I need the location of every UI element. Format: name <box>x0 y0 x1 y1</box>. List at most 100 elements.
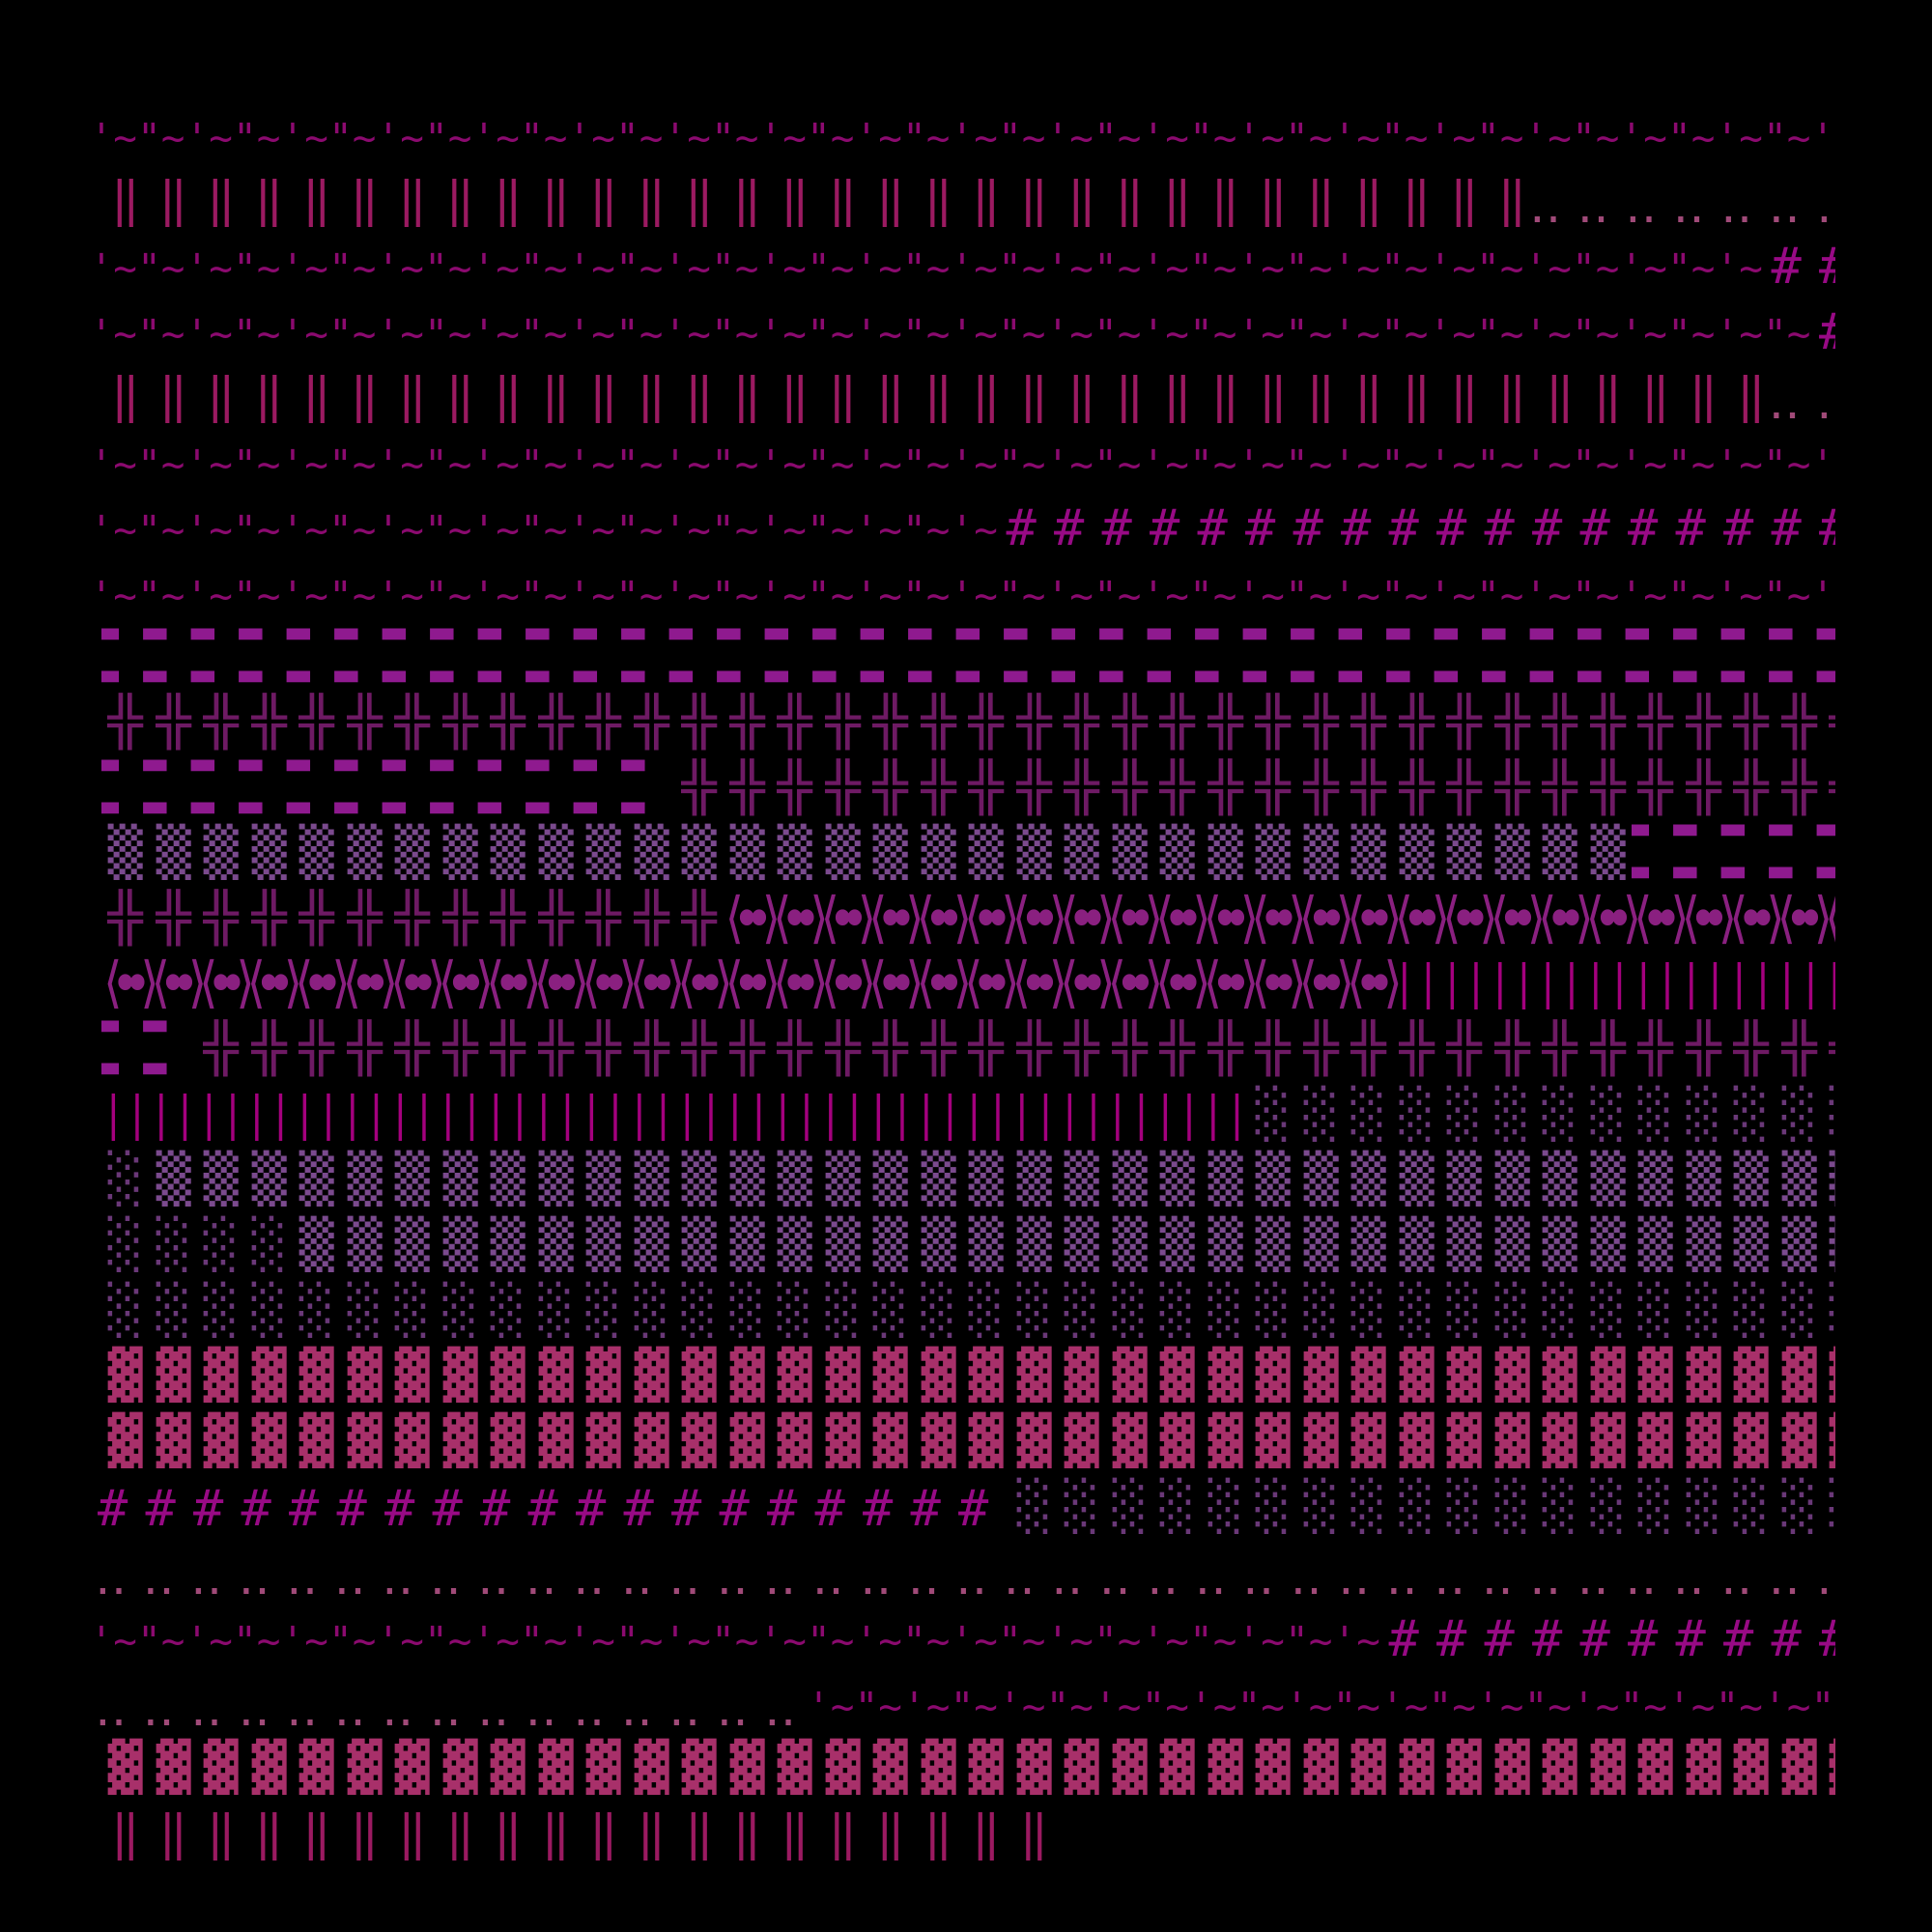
dark-shade-glyph: ▓ <box>341 1735 389 1801</box>
quote-tilde-glyph: '~ <box>951 232 1010 298</box>
quote-tilde-char: "~ <box>520 506 568 554</box>
light-shade-glyph: ░ <box>580 1278 628 1344</box>
light-shade-glyph: ░ <box>532 1278 581 1344</box>
quote-tilde-glyph: "~ <box>807 101 867 167</box>
medium-shade-char: ▒ <box>394 824 430 881</box>
quote-tilde-glyph: '~ <box>1524 428 1584 494</box>
black-rectangle-glyph: ▬ <box>669 624 724 690</box>
quote-tilde-glyph: '~ <box>1811 101 1835 167</box>
double-cross-glyph: ╬ <box>771 755 819 821</box>
hash-run: ## <box>1772 232 1836 298</box>
double-vertical-bar-glyph: ‖ <box>771 167 819 233</box>
vertical-bars-glyph: || <box>293 1082 341 1148</box>
angle-bracket-dots-glyph: ⟨∙∙⟩ <box>1199 885 1264 952</box>
quote-tilde-glyph: "~ <box>1094 101 1154 167</box>
medium-shade-char: ▒ <box>156 824 191 881</box>
angle-bracket-dots-glyph: ⟨∙∙⟩ <box>99 951 164 1016</box>
quote-tilde-glyph: '~ <box>97 428 150 494</box>
dark-shade-glyph: ▓ <box>675 1735 724 1801</box>
quote-tilde-char: "~ <box>233 441 281 489</box>
dark-shade-glyph: ▓ <box>101 1735 150 1801</box>
medium-shade-glyph: ▒ <box>437 1212 485 1278</box>
quote-tilde-glyph: "~ <box>711 298 772 363</box>
double-vertical-bar-glyph: ‖ <box>293 167 341 233</box>
dark-shade-glyph: ▓ <box>1776 1735 1824 1801</box>
quote-tilde-glyph: "~ <box>1380 559 1441 625</box>
hash-char: # <box>1723 1609 1754 1668</box>
angle-bracket-dots-glyph: ⟨∙∙⟩ <box>577 951 642 1016</box>
quote-tilde-char: '~ <box>1715 115 1763 161</box>
quote-tilde-char: "~ <box>1572 310 1620 357</box>
black-rectangle-char: ▬ <box>430 754 454 785</box>
quote-tilde-char: '~ <box>758 1617 807 1664</box>
light-shade-glyph: ░ <box>1297 1082 1346 1148</box>
medium-shade-glyph: ▒ <box>628 1212 676 1278</box>
dark-shade-glyph: ▓ <box>245 1343 294 1408</box>
medium-shade-glyph: ▒ <box>1440 820 1489 886</box>
double-cross-char: ╬ <box>1494 693 1530 750</box>
quote-tilde-glyph: '~ <box>1716 232 1776 298</box>
black-rectangle-glyph: ▬ <box>383 755 437 821</box>
vertical-bars-char: || <box>388 1085 437 1142</box>
quote-tilde-char: '~ <box>280 572 328 619</box>
vertical-bars-run: || || || || || || || || || || || || || || || || || || || ||… <box>101 1082 1249 1148</box>
light-shade-glyph: ░ <box>1393 1278 1441 1344</box>
double-cross-glyph: ╬ <box>1393 690 1441 755</box>
dark-shade-run: ▓▓▓▓▓▓▓▓▓▓▓▓▓▓▓▓▓▓▓▓▓▓▓▓▓▓▓▓▓▓▓▓▓▓▓▓▓ <box>101 1408 1835 1474</box>
quote-tilde-char: "~ <box>424 1617 472 1664</box>
black-rectangle-glyph: ▬ <box>1291 624 1346 690</box>
black-rectangle-char: ▬ <box>860 624 885 655</box>
quote-tilde-glyph: "~ <box>1572 298 1633 363</box>
quote-tilde-char: '~ <box>663 245 711 293</box>
quote-tilde-char: "~ <box>854 1683 902 1730</box>
quote-tilde-char: "~ <box>1380 441 1429 489</box>
quote-tilde-char: "~ <box>1619 1683 1667 1730</box>
medium-shade-char: ▒ <box>347 824 383 881</box>
dark-shade-glyph: ▓ <box>197 1408 245 1474</box>
quote-tilde-char: '~ <box>1810 572 1835 619</box>
double-cross-glyph: ╬ <box>675 886 724 952</box>
medium-shade-glyph: ▒ <box>819 1147 867 1212</box>
quote-tilde-char: "~ <box>711 115 759 161</box>
two-dot-leader-char: ‥ <box>286 1680 319 1737</box>
medium-shade-glyph: ▒ <box>771 820 819 886</box>
two-dot-leader-char: ‥ <box>97 1680 128 1737</box>
hash-glyph: # <box>1389 1605 1441 1670</box>
double-cross-char: ╬ <box>1781 693 1817 750</box>
double-cross-char: ╬ <box>1016 693 1052 750</box>
quote-tilde-glyph: "~ <box>1380 101 1441 167</box>
double-vertical-bar-glyph: ‖ <box>245 1801 294 1866</box>
angle-bracket-dots-glyph: ⟨∙∙⟩ <box>1151 885 1216 952</box>
vertical-bars-char: || <box>244 1085 293 1142</box>
double-cross-glyph: ╬ <box>1823 1016 1835 1082</box>
medium-shade-glyph: ▒ <box>675 820 724 886</box>
double-cross-glyph: ╬ <box>388 886 437 952</box>
quote-tilde-char: "~ <box>424 441 472 489</box>
hash-char: # <box>384 1479 415 1538</box>
light-shade-glyph: ░ <box>1202 1278 1250 1344</box>
double-vertical-bar-char: ‖ <box>1353 170 1383 227</box>
double-cross-glyph: ╬ <box>1536 690 1584 755</box>
medium-shade-run: ▒▒▒▒▒▒▒▒▒▒▒▒▒▒▒▒▒▒▒▒▒▒▒▒▒▒▒▒▒▒▒▒▒▒▒▒ <box>150 1147 1835 1212</box>
double-cross-char: ╬ <box>1112 758 1148 815</box>
angle-bracket-dots-glyph: ⟨∙∙⟩ <box>816 885 882 952</box>
angle-bracket-dots-glyph: ⟨∙∙⟩ <box>385 951 451 1016</box>
quote-tilde-char: "~ <box>1189 1617 1237 1664</box>
double-cross-glyph: ╬ <box>1727 690 1776 755</box>
hash-char: # <box>1771 238 1802 297</box>
two-dot-leader-run: ‥ ‥ ‥ ‥ ‥ ‥ ‥ ‥ ‥ ‥ ‥ ‥ ‥ ‥ ‥ <box>97 1670 819 1737</box>
dark-shade-glyph: ▓ <box>1345 1735 1393 1801</box>
light-shade-glyph: ░ <box>1776 1278 1824 1344</box>
angle-bracket-dots-glyph: ⟨∙∙⟩ <box>1008 885 1073 952</box>
quote-tilde-char: "~ <box>711 572 759 619</box>
quote-tilde-glyph: '~ <box>1333 101 1393 167</box>
quote-tilde-glyph: "~ <box>902 428 963 494</box>
quote-tilde-glyph: "~ <box>1189 559 1250 625</box>
double-vertical-bar-char: ‖ <box>1066 170 1096 227</box>
dark-shade-glyph: ▓ <box>1823 1408 1835 1474</box>
light-shade-glyph: ░ <box>1345 1082 1393 1148</box>
glyph-row: '~"~'~"~'~"~'~"~'~"~'~"~'~"~'~"~'~"~'~"~… <box>97 232 1835 298</box>
double-vertical-bar-char: ‖ <box>732 170 762 227</box>
hash-glyph: # <box>146 1474 198 1540</box>
quote-tilde-char: "~ <box>233 506 281 554</box>
